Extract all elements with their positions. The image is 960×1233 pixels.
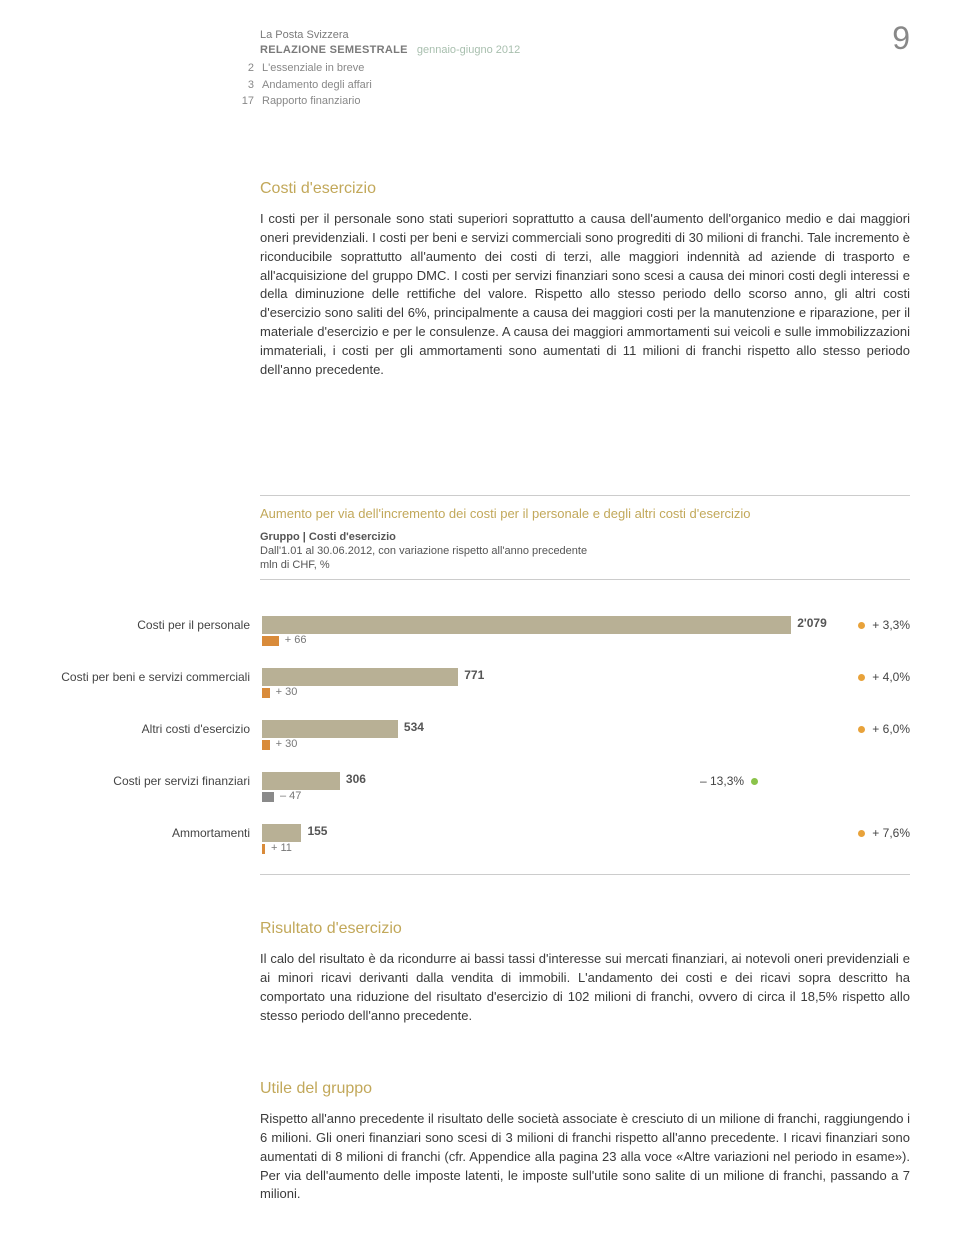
toc-row: 3 Andamento degli affari <box>230 77 372 94</box>
chart-header: Aumento per via dell'incremento dei cost… <box>260 495 910 580</box>
chart-pct-text: + 4,0% <box>872 670 910 684</box>
toc-row: 2 L'essenziale in breve <box>230 60 372 77</box>
toc: 2 L'essenziale in breve 3 Andamento degl… <box>230 60 372 110</box>
chart-delta-value: + 30 <box>276 686 298 698</box>
section-utile: Utile del gruppo Rispetto all'anno prece… <box>260 1080 910 1204</box>
chart-pct-marker: + 3,3% <box>854 618 910 632</box>
toc-row: 17 Rapporto finanziario <box>230 93 372 110</box>
chart-row: Costi per il personale 2'079 + 66 + 3,3% <box>0 610 960 658</box>
chart-row-label: Costi per il personale <box>0 618 250 632</box>
report-title: RELAZIONE SEMESTRALE gennaio-giugno 2012 <box>260 43 520 58</box>
section-body: I costi per il personale sono stati supe… <box>260 210 910 380</box>
chart-row: Ammortamenti 155 + 11 + 7,6% <box>0 818 960 866</box>
chart-row-label: Costi per servizi finanziari <box>0 774 250 788</box>
section-body: Il calo del risultato è da ricondurre ai… <box>260 950 910 1025</box>
section-costi-esercizio: Costi d'esercizio I costi per il persona… <box>260 180 910 380</box>
dot-increase-icon <box>858 830 865 837</box>
page-number: 9 <box>892 20 910 57</box>
section-title: Costi d'esercizio <box>260 180 910 198</box>
chart-delta-bar <box>262 844 265 854</box>
chart-delta-value: + 11 <box>271 842 292 854</box>
chart-pct-marker: – 13,3% <box>700 774 762 788</box>
chart-row-label: Ammortamenti <box>0 826 250 840</box>
chart-subtitle-bold: Gruppo | Costi d'esercizio <box>260 531 910 543</box>
chart-row-label: Costi per beni e servizi commerciali <box>0 670 250 684</box>
chart-delta-value: + 30 <box>276 738 298 750</box>
dot-increase-icon <box>858 622 865 629</box>
chart-bar <box>262 616 791 634</box>
company-name: La Posta Svizzera <box>260 28 520 43</box>
chart-bar <box>262 720 398 738</box>
chart-bar-value: 2'079 <box>797 616 827 630</box>
toc-num: 2 <box>230 60 254 77</box>
chart-delta-value: + 66 <box>285 634 307 646</box>
chart-delta-bar <box>262 636 279 646</box>
chart-bar <box>262 824 301 842</box>
chart-delta-bar <box>262 792 274 802</box>
section-title: Utile del gruppo <box>260 1080 910 1098</box>
chart-caption: Aumento per via dell'incremento dei cost… <box>260 506 910 521</box>
report-period: gennaio-giugno 2012 <box>417 44 520 56</box>
chart-pct-marker: + 7,6% <box>854 826 910 840</box>
chart-bar-value: 306 <box>346 772 366 786</box>
chart-pct-text: – 13,3% <box>700 774 744 788</box>
chart-bar <box>262 772 340 790</box>
chart-area: Costi per il personale2'079+ 66 + 3,3%Co… <box>0 600 960 880</box>
chart-pct-marker: + 6,0% <box>854 722 910 736</box>
chart-pct-text: + 7,6% <box>872 826 910 840</box>
chart-unit: mln di CHF, % <box>260 559 910 571</box>
chart-pct-text: + 3,3% <box>872 618 910 632</box>
dot-increase-icon <box>858 674 865 681</box>
section-body: Rispetto all'anno precedente il risultat… <box>260 1110 910 1204</box>
chart-row: Costi per servizi finanziari 306 – 47 – 13,… <box>0 766 960 814</box>
chart-row: Costi per beni e servizi commerciali 771 +… <box>0 662 960 710</box>
chart-row: Altri costi d'esercizio 534 + 30 + 6,0% <box>0 714 960 762</box>
page-header: La Posta Svizzera RELAZIONE SEMESTRALE g… <box>260 28 520 59</box>
chart-subtitle-line: Dall'1.01 al 30.06.2012, con variazione … <box>260 545 910 557</box>
chart-delta-bar <box>262 740 270 750</box>
chart-bar-value: 155 <box>307 824 327 838</box>
chart-pct-text: + 6,0% <box>872 722 910 736</box>
chart-pct-marker: + 4,0% <box>854 670 910 684</box>
toc-label: Rapporto finanziario <box>262 93 360 110</box>
toc-num: 17 <box>230 93 254 110</box>
chart-bar-value: 534 <box>404 720 424 734</box>
chart-delta-bar <box>262 688 270 698</box>
chart-bottom-rule <box>260 874 910 875</box>
section-risultato: Risultato d'esercizio Il calo del risult… <box>260 920 910 1025</box>
chart-bar-value: 771 <box>464 668 484 682</box>
dot-decrease-icon <box>751 778 758 785</box>
chart-row-label: Altri costi d'esercizio <box>0 722 250 736</box>
toc-label: Andamento degli affari <box>262 77 372 94</box>
toc-num: 3 <box>230 77 254 94</box>
chart-bar <box>262 668 458 686</box>
report-label: RELAZIONE SEMESTRALE <box>260 44 408 56</box>
dot-increase-icon <box>858 726 865 733</box>
section-title: Risultato d'esercizio <box>260 920 910 938</box>
toc-label: L'essenziale in breve <box>262 60 364 77</box>
chart-delta-value: – 47 <box>280 790 301 802</box>
